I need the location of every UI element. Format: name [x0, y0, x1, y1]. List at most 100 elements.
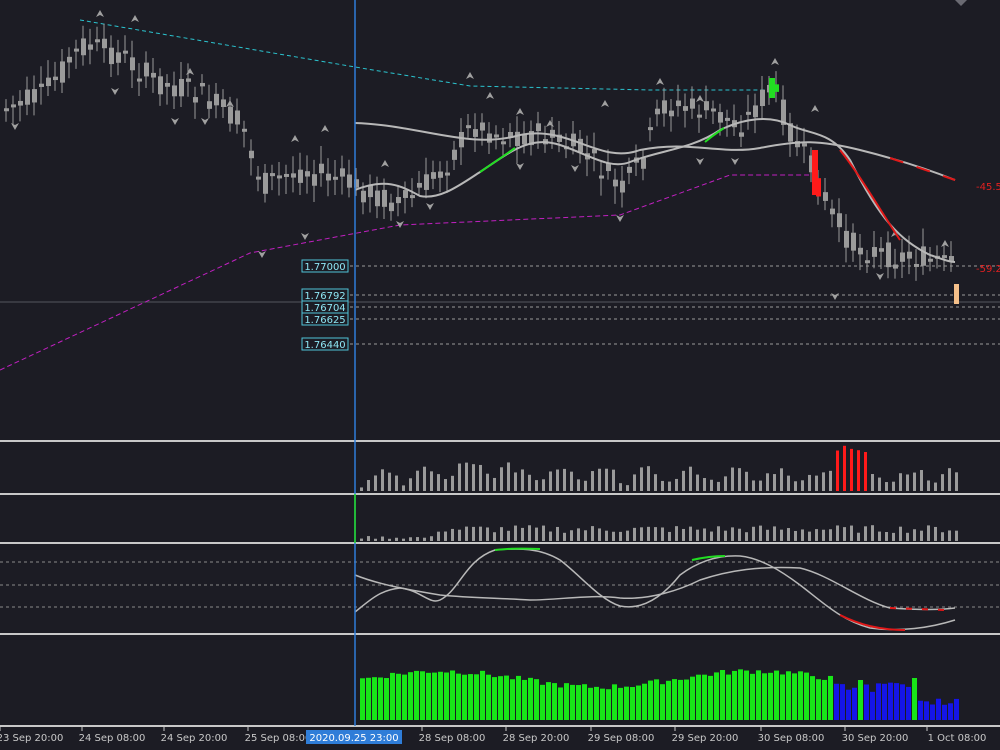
fractal-down-arrow [831, 293, 839, 300]
histogram-bar [810, 676, 815, 720]
time-label: 29 Sep 20:00 [672, 733, 739, 744]
fractal-up-arrow [381, 160, 389, 167]
volume-bar [640, 527, 643, 541]
histogram-bar [570, 684, 575, 720]
histogram-bar [660, 684, 665, 720]
candle-body [123, 50, 128, 54]
fractal-down-arrow [396, 221, 404, 228]
volume-bar [381, 536, 384, 541]
histogram-bar [678, 679, 683, 720]
volume-bar [773, 526, 776, 541]
volume-bar [906, 532, 909, 541]
cursor-time-box [306, 730, 402, 744]
fractal-up-arrow [291, 135, 299, 142]
fractal-down-arrow [731, 158, 739, 165]
volume-bar [927, 525, 930, 541]
histogram-bar [870, 691, 875, 720]
candle-body [837, 213, 842, 228]
volume-bar [801, 480, 804, 491]
candle-body [368, 184, 373, 198]
candle-body [214, 93, 219, 106]
candle-body [690, 98, 695, 109]
candle-body [158, 76, 163, 95]
candle-body [88, 44, 93, 50]
candle-body [102, 38, 107, 49]
histogram-bar [672, 679, 677, 720]
histogram-bar [714, 672, 719, 720]
histogram-bar [768, 672, 773, 720]
candle-body [242, 128, 247, 132]
candle-body [382, 189, 387, 207]
candle-body [697, 114, 702, 118]
histogram-bar [612, 684, 617, 720]
volume-bar [843, 445, 846, 491]
candle-body [536, 123, 541, 132]
volume-bar [563, 532, 566, 541]
candle-body [851, 232, 856, 251]
candle-body [361, 190, 366, 203]
fractal-down-arrow [301, 233, 309, 240]
time-axis: 23 Sep 20:00 24 Sep 08:00 24 Sep 20:00 25 S… [0, 726, 986, 744]
oscillator-green-segment [691, 555, 726, 561]
histogram-bar [894, 683, 899, 720]
time-label: 24 Sep 08:00 [79, 733, 146, 744]
histogram-bar [516, 675, 521, 720]
candle-body [95, 39, 100, 43]
volume-bar [787, 528, 790, 541]
volume-bar [374, 475, 377, 491]
fractal-arrows [11, 10, 949, 300]
candle-body [676, 100, 681, 107]
histogram-bar [372, 677, 377, 720]
candle-body [620, 180, 625, 193]
fractal-up-arrow [186, 68, 194, 75]
oscillator-red-segment [839, 614, 906, 631]
histogram-bar [948, 703, 953, 720]
time-label: 25 Sep 08:00 [245, 733, 312, 744]
volume-bar [689, 466, 692, 491]
histogram-bar [564, 683, 569, 720]
histogram-bar [528, 677, 533, 720]
volume-bar [717, 526, 720, 541]
candle-body [39, 83, 44, 87]
histogram-bar [450, 670, 455, 720]
histogram-bar [576, 685, 581, 720]
volume-bar [437, 474, 440, 491]
histogram-bar [360, 678, 365, 720]
level-label: 1.76625 [304, 315, 345, 326]
histogram-bar [696, 674, 701, 720]
chart-menu-icon[interactable] [955, 0, 967, 6]
volume-bar [654, 474, 657, 491]
candle-body [60, 61, 65, 83]
volume-bar [794, 530, 797, 541]
level-label: 1.76792 [304, 291, 345, 302]
volume-bar [682, 470, 685, 491]
oscillator-line-signal [354, 566, 956, 611]
volume-bar [647, 466, 650, 491]
histogram-bar [546, 682, 551, 720]
volume-bar [836, 450, 839, 491]
histogram-bar [522, 679, 527, 720]
candle-body [340, 168, 345, 177]
volume-bar [416, 537, 419, 541]
volume-bar [591, 471, 594, 491]
histogram-bar [462, 674, 467, 720]
oscillator-green-segment [494, 547, 541, 551]
volume-bar [402, 538, 405, 541]
volume-bar [430, 536, 433, 541]
volume-bar [850, 448, 853, 491]
candle-body [718, 112, 723, 123]
fractal-down-arrow [11, 123, 19, 130]
histogram-bar [786, 671, 791, 720]
volume-bar [934, 526, 937, 541]
volume-bar [913, 529, 916, 541]
level-label-box [301, 337, 349, 351]
histogram-bar [480, 670, 485, 720]
histogram-bar [900, 684, 905, 720]
volume-bar [388, 472, 391, 491]
volume-bar [927, 480, 930, 491]
volume-bar [773, 474, 776, 491]
time-label: 24 Sep 20:00 [161, 733, 228, 744]
histogram-bar [846, 689, 851, 720]
candle-body [18, 100, 23, 106]
